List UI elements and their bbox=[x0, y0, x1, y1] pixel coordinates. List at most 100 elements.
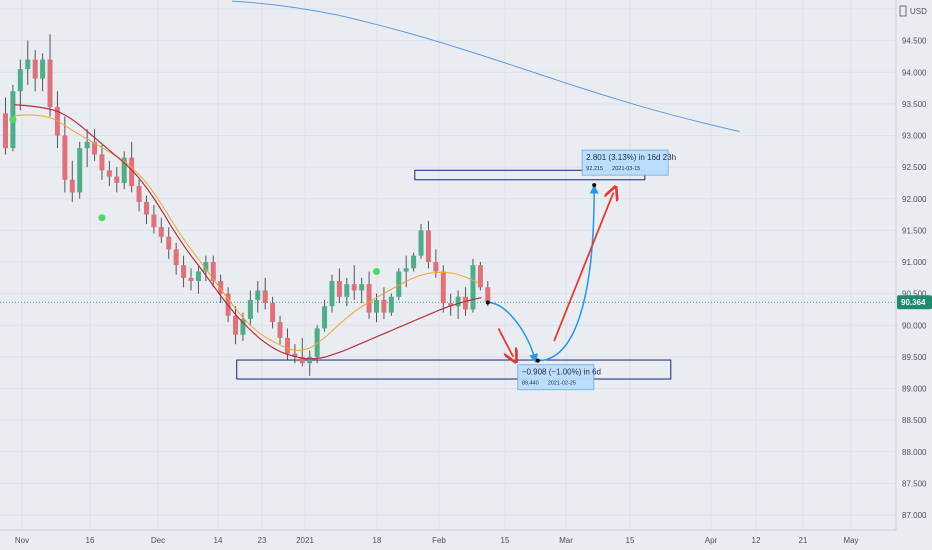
candle-body bbox=[329, 280, 335, 307]
candle bbox=[329, 274, 335, 313]
candle-body bbox=[151, 214, 157, 228]
candle-body bbox=[62, 135, 68, 180]
signal-dots-layer bbox=[9, 116, 380, 275]
candle bbox=[403, 255, 409, 288]
candle-body bbox=[99, 154, 105, 171]
candle bbox=[470, 258, 476, 313]
candle bbox=[62, 116, 68, 193]
candle bbox=[143, 195, 149, 225]
candle bbox=[247, 290, 253, 326]
lower-measure-label: −0.908 (−1.00%) in 6d bbox=[522, 368, 601, 377]
candle-body bbox=[322, 306, 328, 329]
candle bbox=[158, 217, 164, 244]
candle bbox=[448, 293, 454, 316]
y-tick-label: 87.000 bbox=[902, 511, 927, 520]
candle bbox=[322, 299, 328, 332]
candle bbox=[17, 59, 23, 111]
candle-body bbox=[366, 284, 372, 313]
forecast-down-curve bbox=[487, 301, 538, 363]
candle-body bbox=[121, 157, 127, 183]
y-tick-label: 88.000 bbox=[902, 448, 927, 457]
candle bbox=[166, 227, 172, 259]
candle bbox=[270, 296, 276, 329]
x-tick-label: Feb bbox=[432, 536, 446, 545]
red-arrow-up bbox=[553, 192, 613, 342]
ema-layer bbox=[14, 104, 482, 360]
y-tick-label: 89.500 bbox=[902, 353, 927, 362]
ema-200-layer bbox=[232, 0, 740, 132]
x-tick-label: Apr bbox=[705, 536, 718, 545]
forecast-point-high bbox=[592, 183, 597, 188]
candle-body bbox=[344, 284, 350, 297]
candle bbox=[359, 277, 365, 304]
y-tick-label: 94.500 bbox=[902, 37, 927, 46]
candle-body bbox=[425, 230, 431, 262]
x-tick-label: 2021 bbox=[296, 536, 314, 545]
upper-measure-price: 92.215 bbox=[586, 166, 603, 172]
candle-body bbox=[92, 141, 98, 155]
candle bbox=[477, 262, 483, 291]
candle bbox=[69, 160, 75, 202]
x-tick-label: 18 bbox=[373, 536, 382, 545]
lower-measure-price: 89.440 bbox=[522, 381, 539, 387]
candle-body bbox=[374, 299, 379, 313]
y-tick-label: 91.500 bbox=[902, 226, 927, 235]
candle-body bbox=[396, 271, 402, 297]
candle bbox=[40, 53, 46, 92]
candle-body bbox=[47, 59, 53, 108]
candle bbox=[106, 160, 112, 187]
candle bbox=[136, 179, 142, 212]
y-tick-label: 88.500 bbox=[902, 416, 927, 425]
candle-body bbox=[314, 328, 320, 357]
candle bbox=[92, 129, 98, 161]
candle bbox=[188, 268, 194, 291]
upper-measure-label: 2.801 (3.13%) in 16d 23h bbox=[586, 153, 676, 162]
candle-body bbox=[307, 356, 313, 364]
candle-body bbox=[233, 315, 239, 335]
forecast-point-low bbox=[535, 358, 540, 363]
candle bbox=[455, 290, 461, 319]
candle-body bbox=[25, 59, 31, 70]
y-tick-label: 93.000 bbox=[902, 132, 927, 141]
candle-body bbox=[270, 303, 276, 323]
x-tick-label: 23 bbox=[258, 536, 267, 545]
currency-label: USD bbox=[910, 7, 927, 16]
candle-body bbox=[411, 255, 417, 269]
candle bbox=[25, 40, 31, 85]
y-tick-label: 91.000 bbox=[902, 258, 927, 267]
candle-body bbox=[463, 296, 469, 310]
candle bbox=[314, 325, 320, 364]
candle-body bbox=[210, 262, 216, 281]
ema-200-line bbox=[232, 0, 740, 132]
candles-layer bbox=[3, 34, 491, 376]
candle bbox=[195, 265, 201, 294]
candle-body bbox=[455, 296, 461, 307]
measure-layer: 2.801 (3.13%) in 16d 23h 92.215 2021-03-15… bbox=[517, 149, 676, 391]
candle-body bbox=[351, 284, 357, 291]
candle-body bbox=[129, 157, 135, 187]
candle bbox=[151, 205, 157, 234]
currency-icon bbox=[899, 5, 907, 17]
forecast-point-start bbox=[485, 300, 490, 305]
candle-body bbox=[470, 265, 476, 310]
candle bbox=[374, 293, 379, 323]
candle bbox=[114, 167, 120, 193]
candle bbox=[173, 243, 179, 275]
candle-body bbox=[418, 230, 424, 256]
x-tick-label: 15 bbox=[626, 536, 635, 545]
x-tick-label: 16 bbox=[86, 536, 95, 545]
candle-body bbox=[485, 287, 491, 303]
upper-measure-box: 2.801 (3.13%) in 16d 23h 92.215 2021-03-15 bbox=[581, 149, 676, 176]
candle bbox=[351, 265, 357, 300]
candle-body bbox=[166, 236, 172, 250]
candle bbox=[396, 268, 402, 300]
x-tick-label: Mar bbox=[559, 536, 573, 545]
candle-body bbox=[299, 356, 305, 364]
x-tick-label: 12 bbox=[752, 536, 761, 545]
signal-dot bbox=[9, 116, 17, 124]
last-price-label: 90.364 bbox=[901, 298, 926, 307]
candle bbox=[292, 344, 298, 364]
